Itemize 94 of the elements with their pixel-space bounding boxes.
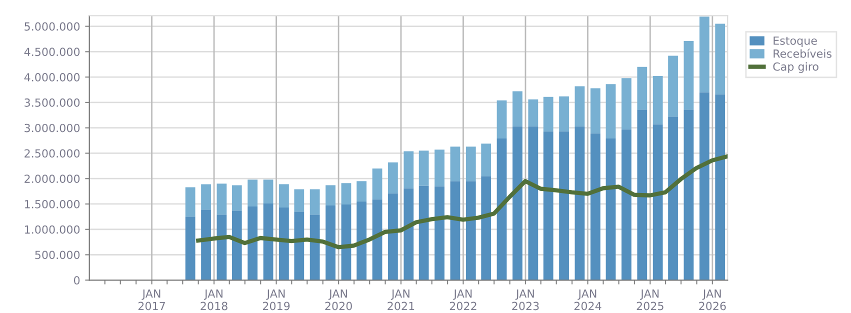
bar [622,78,632,130]
bar [294,189,304,212]
bar [216,184,227,215]
bar [434,186,444,280]
x-tick-label: JAN 2019 [262,290,290,310]
bar [279,208,289,280]
bar [418,150,429,186]
bar [559,96,569,132]
bar [372,199,382,280]
bar [294,212,304,280]
x-tick-label: JAN 2022 [450,290,476,310]
bar [356,201,367,280]
bar [466,146,476,182]
bar [248,206,258,280]
bar [326,206,336,280]
bar [481,144,492,176]
x-tick-label: JAN 2023 [512,290,539,310]
y-tick-label: 1.000.000 [25,225,80,234]
y-tick-label: 2.000.000 [24,174,80,183]
bar [699,92,710,280]
bar [512,91,522,126]
bar [263,203,274,280]
bar [185,187,196,217]
y-tick-label: 4.500.000 [24,48,80,56]
bar [341,183,352,204]
bar [404,188,414,280]
x-tick-label: JAN 2024 [574,290,602,310]
y-tick-label: 4.000.000 [24,73,80,82]
bar [699,16,710,92]
bar [481,176,492,280]
bar [590,133,600,280]
bar [496,138,507,280]
bar [356,181,367,202]
bar [404,151,414,188]
bar [606,138,616,280]
x-tick-label: JAN 2020 [325,290,352,310]
bar [201,184,211,210]
bar [684,110,694,280]
legend-label: Cap giro [773,62,818,73]
bar [574,86,585,126]
bar [684,41,694,110]
bar [263,180,274,204]
bar [232,210,242,280]
y-tick-label: 0 [74,276,80,285]
bar [496,100,507,138]
bar [715,24,726,94]
y-tick-label: 5.000.000 [24,22,80,31]
line-series [196,154,728,250]
bar [341,204,352,280]
bar [372,168,382,200]
bar [559,131,569,280]
bar [388,193,398,280]
x-tick-label: JAN 2025 [636,290,664,310]
bar [232,185,242,211]
bar [668,116,678,280]
bar [418,186,429,280]
y-tick-label: 3.000.000 [24,124,80,132]
bar [528,99,538,126]
y-tick-label: 500.000 [35,250,80,260]
bar [434,150,444,186]
bar [668,56,678,117]
x-tick-label: JAN 2018 [200,290,228,310]
bar [622,129,632,280]
legend-label: Estoque [774,36,817,47]
bar [248,180,258,207]
bar [450,181,460,280]
bar [185,216,196,280]
y-tick-label: 2.500.000 [24,149,80,158]
bar [310,214,320,280]
bar [606,84,616,138]
x-tick-label: JAN 2017 [138,290,165,310]
bar [388,162,398,194]
bar [543,131,554,280]
bar [652,76,663,124]
bar [528,126,538,280]
bar [543,96,554,132]
bar [512,126,522,280]
y-tick-label: 1.500.000 [25,200,80,208]
bar [466,181,476,280]
bar [310,189,320,215]
bar [279,184,289,208]
bar [652,124,663,280]
x-tick-label: JAN 2026 [699,290,726,310]
legend-label: Recebíveis [774,48,832,58]
bar [637,110,648,280]
bar [715,94,726,280]
bar [637,66,648,110]
bar [590,88,600,134]
bar [326,185,336,206]
x-tick-label: JAN 2021 [388,290,414,310]
bar [450,146,460,182]
y-tick-label: 3.500.000 [24,98,80,107]
bar [574,126,585,280]
bar [201,210,211,280]
